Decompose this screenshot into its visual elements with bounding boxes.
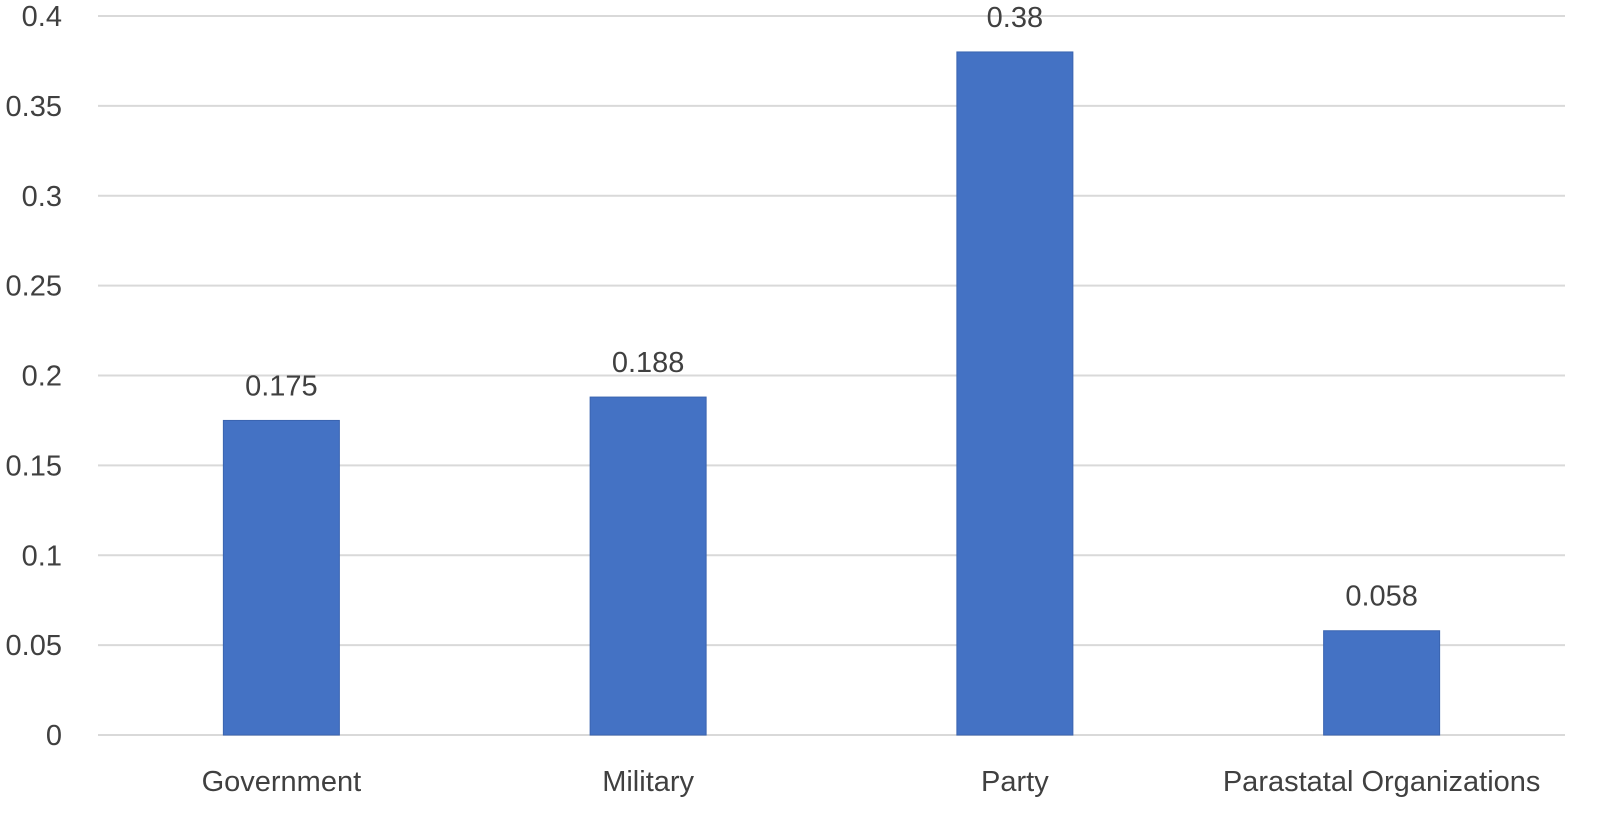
data-label: 0.058 [1345,581,1418,613]
y-tick-label: 0.05 [6,630,62,662]
y-tick-label: 0.15 [6,450,62,482]
y-tick-label: 0.4 [22,1,62,33]
data-label: 0.188 [612,347,685,379]
y-tick-label: 0.35 [6,91,62,123]
bars [222,51,1441,736]
x-category-label: Party [981,766,1049,798]
y-tick-label: 0.3 [22,181,62,213]
data-labels: 0.175 0.188 0.38 0.058 [245,2,1418,613]
bar [222,419,340,736]
bar [956,51,1074,736]
bar [589,396,707,736]
y-tick-label: 0.1 [22,540,62,572]
x-category-label: Parastatal Organizations [1223,766,1541,798]
y-tick-label: 0.2 [22,361,62,393]
x-category-label: Government [202,766,362,798]
gridlines [98,15,1565,736]
data-label: 0.38 [987,2,1043,34]
y-tick-label: 0.25 [6,271,62,303]
y-tick-label: 0 [46,720,62,752]
bar [1323,630,1441,736]
y-axis-tick-labels: 0 0.05 0.1 0.15 0.2 0.25 0.3 0.35 0.4 [6,1,62,752]
data-label: 0.175 [245,370,318,402]
x-category-label: Military [602,766,694,798]
x-axis-category-labels: Government Military Party Parastatal Organi… [202,766,1541,798]
